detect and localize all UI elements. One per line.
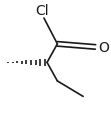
Text: O: O [99, 41, 109, 55]
Text: Cl: Cl [35, 4, 49, 18]
